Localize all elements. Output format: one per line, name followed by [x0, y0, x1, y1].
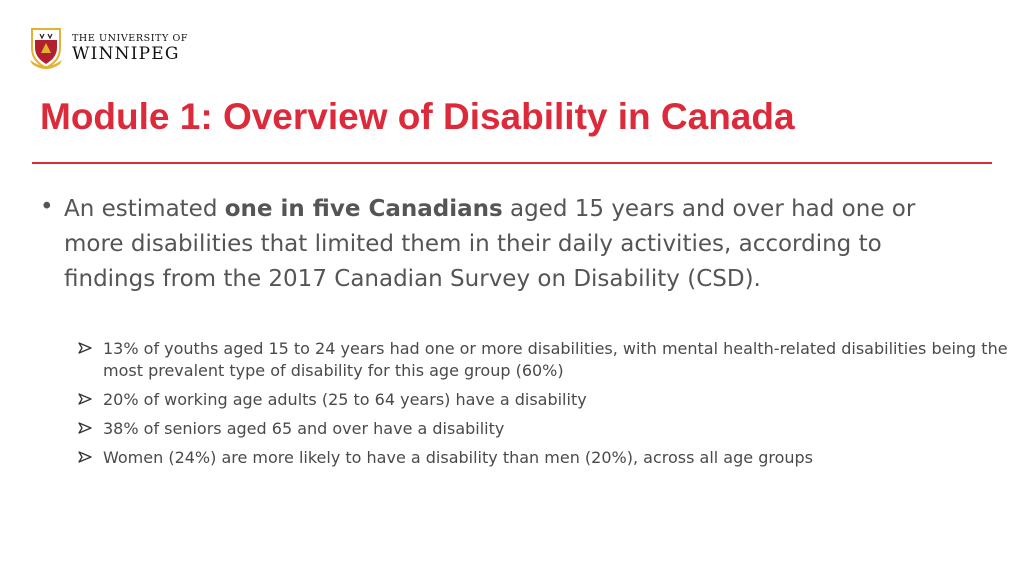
- title-divider: [32, 162, 992, 164]
- bullet-dot-icon: •: [40, 194, 54, 220]
- crest-icon: [30, 28, 62, 70]
- slide-title: Module 1: Overview of Disability in Cana…: [40, 96, 795, 137]
- main-bullet-text: An estimated one in five Canadians aged …: [40, 192, 920, 297]
- university-logo: THE UNIVERSITY OF WINNIPEG: [28, 26, 188, 70]
- sub-bullet-item: 38% of seniors aged 65 and over have a d…: [78, 418, 1008, 440]
- logo-line-2: WINNIPEG: [72, 44, 180, 64]
- arrow-bullet-icon: [78, 342, 92, 354]
- main-bullet-bold: one in five Canadians: [224, 196, 503, 222]
- arrow-bullet-icon: [78, 422, 92, 434]
- main-bullet-after: aged 15 years and over had one or more d…: [64, 196, 916, 292]
- arrow-bullet-icon: [78, 451, 92, 463]
- logo-line-1: THE UNIVERSITY OF: [72, 33, 189, 44]
- sub-bullet-item: 13% of youths aged 15 to 24 years had on…: [78, 338, 1008, 382]
- sub-bullet-list: 13% of youths aged 15 to 24 years had on…: [78, 338, 1008, 476]
- main-bullet-before: An estimated: [64, 196, 225, 222]
- sub-bullet-text: 38% of seniors aged 65 and over have a d…: [103, 419, 505, 438]
- sub-bullet-item: Women (24%) are more likely to have a di…: [78, 447, 1008, 469]
- sub-bullet-item: 20% of working age adults (25 to 64 year…: [78, 389, 1008, 411]
- sub-bullet-text: 20% of working age adults (25 to 64 year…: [103, 390, 587, 409]
- sub-bullet-text: Women (24%) are more likely to have a di…: [103, 448, 813, 467]
- sub-bullet-text: 13% of youths aged 15 to 24 years had on…: [103, 339, 1008, 380]
- arrow-bullet-icon: [78, 393, 92, 405]
- main-bullet: • An estimated one in five Canadians age…: [40, 192, 920, 297]
